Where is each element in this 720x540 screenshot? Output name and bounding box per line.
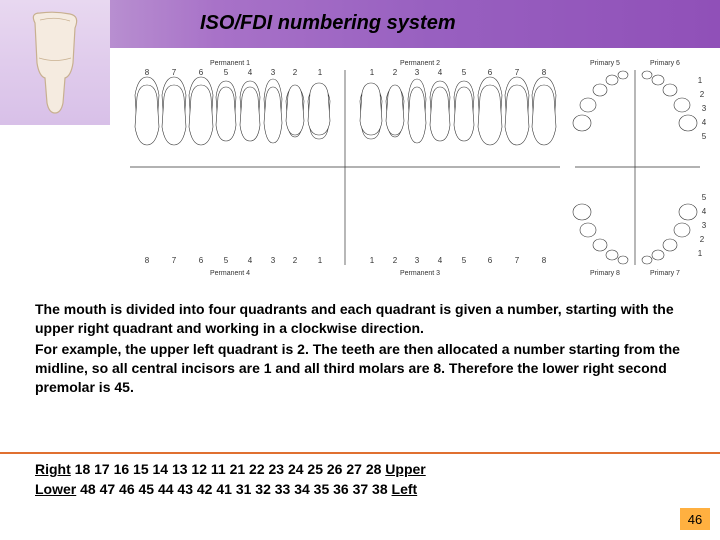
tooth-side-image	[0, 0, 110, 125]
svg-text:4: 4	[702, 118, 707, 127]
svg-text:5: 5	[224, 68, 229, 77]
svg-text:2: 2	[393, 68, 398, 77]
svg-text:6: 6	[488, 256, 493, 265]
svg-text:8: 8	[542, 68, 547, 77]
right-label: Right	[35, 461, 71, 477]
description-text: The mouth is divided into four quadrants…	[35, 300, 685, 398]
svg-text:7: 7	[172, 256, 177, 265]
svg-text:8: 8	[145, 256, 150, 265]
svg-text:5: 5	[702, 193, 707, 202]
svg-text:4: 4	[248, 68, 253, 77]
svg-text:2: 2	[700, 90, 705, 99]
label-prim5: Primary 5	[590, 60, 620, 67]
svg-text:1: 1	[318, 256, 323, 265]
upper-sequence: 18 17 16 15 14 13 12 11 21 22 23 24 25 2…	[75, 461, 382, 477]
svg-text:6: 6	[199, 256, 204, 265]
svg-text:2: 2	[293, 256, 298, 265]
svg-text:1: 1	[698, 249, 703, 258]
left-label: Left	[392, 481, 418, 497]
svg-text:3: 3	[702, 221, 707, 230]
svg-text:6: 6	[199, 68, 204, 77]
label-perm3: Permanent 3	[400, 270, 440, 277]
svg-text:3: 3	[271, 68, 276, 77]
label-perm2: Permanent 2	[400, 60, 440, 67]
svg-text:1: 1	[370, 256, 375, 265]
svg-text:3: 3	[415, 68, 420, 77]
svg-text:1: 1	[370, 68, 375, 77]
label-prim8: Primary 8	[590, 270, 620, 277]
svg-text:4: 4	[438, 68, 443, 77]
svg-text:7: 7	[515, 68, 520, 77]
svg-text:5: 5	[462, 256, 467, 265]
tooth-number-sequence: Right 18 17 16 15 14 13 12 11 21 22 23 2…	[35, 460, 685, 499]
lower-sequence: 48 47 46 45 44 43 42 41 31 32 33 34 35 3…	[80, 481, 388, 497]
svg-text:5: 5	[224, 256, 229, 265]
paragraph-1: The mouth is divided into four quadrants…	[35, 300, 685, 338]
page-number-badge: 46	[680, 508, 710, 530]
svg-text:7: 7	[515, 256, 520, 265]
footer-rule	[0, 452, 720, 454]
svg-text:2: 2	[393, 256, 398, 265]
svg-text:3: 3	[271, 256, 276, 265]
svg-text:1: 1	[698, 76, 703, 85]
dental-diagram: Permanent 1 Permanent 2 Primary 5 Primar…	[120, 55, 710, 280]
svg-text:6: 6	[488, 68, 493, 77]
permanent-lower-row	[135, 83, 556, 145]
svg-text:5: 5	[702, 132, 707, 141]
page-title: ISO/FDI numbering system	[200, 12, 456, 35]
svg-text:7: 7	[172, 68, 177, 77]
svg-text:1: 1	[318, 68, 323, 77]
svg-text:4: 4	[248, 256, 253, 265]
paragraph-2: For example, the upper left quadrant is …	[35, 340, 685, 397]
svg-text:2: 2	[700, 235, 705, 244]
svg-text:4: 4	[438, 256, 443, 265]
svg-text:3: 3	[415, 256, 420, 265]
svg-text:4: 4	[702, 207, 707, 216]
svg-text:8: 8	[542, 256, 547, 265]
label-prim7: Primary 7	[650, 270, 680, 277]
svg-text:3: 3	[702, 104, 707, 113]
svg-text:2: 2	[293, 68, 298, 77]
lower-label: Lower	[35, 481, 76, 497]
label-perm4: Permanent 4	[210, 270, 250, 277]
svg-text:8: 8	[145, 68, 150, 77]
upper-label: Upper	[385, 461, 425, 477]
svg-text:5: 5	[462, 68, 467, 77]
label-prim6: Primary 6	[650, 60, 680, 67]
label-perm1: Permanent 1	[210, 60, 250, 67]
